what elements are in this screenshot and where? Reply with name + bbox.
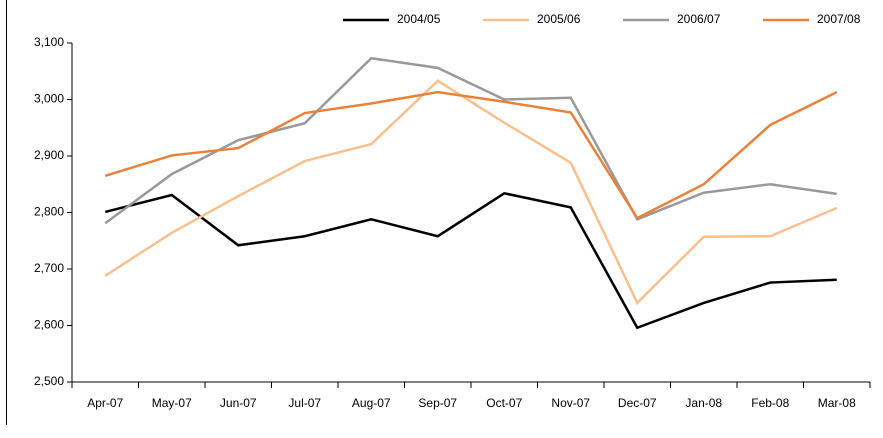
legend-label: 2004/05 xyxy=(397,12,441,26)
series-line xyxy=(104,191,837,330)
y-tick-label: 2,500 xyxy=(34,374,64,388)
legend-label: 2005/06 xyxy=(537,12,581,26)
x-tick-label: Mar-08 xyxy=(818,396,856,410)
x-tick-label: Dec-07 xyxy=(618,396,657,410)
legend-label: 2007/08 xyxy=(817,12,861,26)
x-tick-label: Aug-07 xyxy=(352,396,391,410)
y-tick-label: 3,000 xyxy=(34,92,64,106)
y-tick-label: 3,100 xyxy=(34,35,64,49)
x-tick-label: Jan-08 xyxy=(685,396,722,410)
y-tick-label: 2,700 xyxy=(34,261,64,275)
x-tick-label: Sep-07 xyxy=(418,396,457,410)
y-tick-label: 2,600 xyxy=(34,318,64,332)
x-tick-label: Feb-08 xyxy=(751,396,789,410)
y-tick-label: 2,900 xyxy=(34,148,64,162)
legend-label: 2006/07 xyxy=(677,12,721,26)
x-tick-label: Jun-07 xyxy=(220,396,257,410)
series-line xyxy=(104,79,838,306)
x-tick-label: Apr-07 xyxy=(87,396,123,410)
series-line xyxy=(104,90,838,220)
y-tick-label: 2,800 xyxy=(34,205,64,219)
x-tick-label: Jul-07 xyxy=(288,396,321,410)
x-tick-label: May-07 xyxy=(152,396,192,410)
x-tick-label: Oct-07 xyxy=(486,396,522,410)
x-tick-label: Nov-07 xyxy=(551,396,590,410)
series-line xyxy=(104,56,837,225)
